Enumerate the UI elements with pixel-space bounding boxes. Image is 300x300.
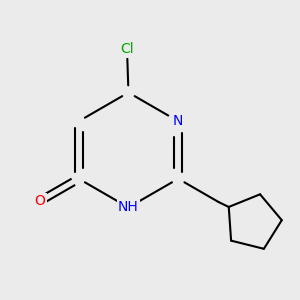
Text: N: N <box>173 114 183 128</box>
Text: O: O <box>35 194 46 208</box>
Text: NH: NH <box>118 200 139 214</box>
Text: Cl: Cl <box>120 43 134 56</box>
